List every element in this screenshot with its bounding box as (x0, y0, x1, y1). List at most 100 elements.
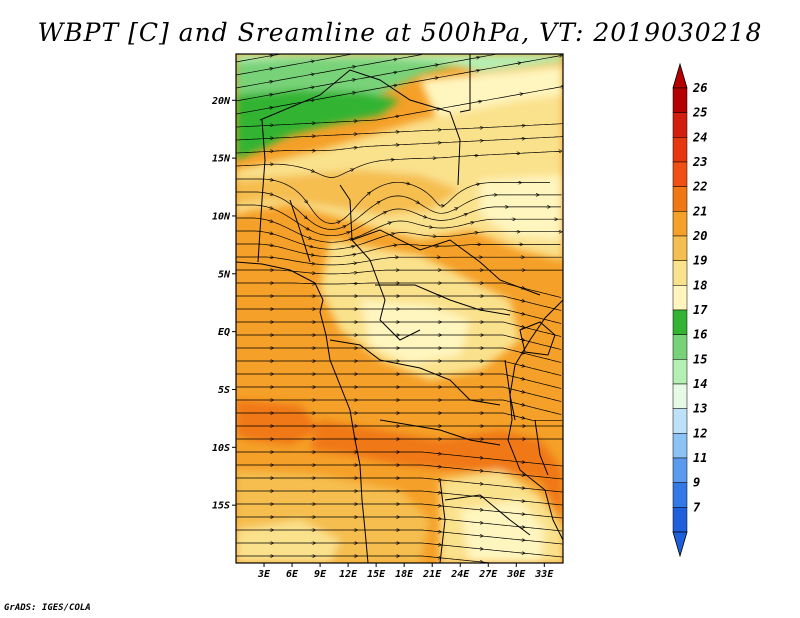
lon-tick-label: 12E (339, 569, 358, 580)
lon-tick-label: 21E (422, 569, 442, 580)
border-south-3 (444, 494, 531, 536)
streamline-arrow (557, 56, 561, 57)
streamline-arrow (475, 70, 478, 71)
colorbar-swatch (672, 87, 688, 113)
streamline-arrow (350, 246, 353, 247)
streamline-arrow (520, 300, 523, 301)
lon-tick-label: 3E (257, 569, 271, 580)
streamline-arrow (382, 212, 386, 213)
field-green-light (236, 54, 563, 72)
lake-malawi (534, 419, 549, 476)
streamline-arrow (386, 223, 390, 224)
colorbar: 26 25 24 23 22 21 20 19 18 17 16 15 14 13 12 11 9 7 (672, 62, 708, 558)
streamline-arrow (349, 170, 353, 171)
border-central-3 (375, 284, 511, 316)
east-africa-coast (507, 299, 563, 541)
streamline-arrow (268, 233, 272, 234)
lat-tick-label: 15N (212, 154, 231, 165)
lake-victoria (519, 321, 556, 356)
colorbar-label: 17 (693, 303, 708, 317)
streamline-arrow (351, 93, 354, 94)
border-south-2 (439, 479, 446, 563)
streamline-arrow (516, 63, 519, 64)
streamline-arrow (366, 193, 369, 195)
streamline (236, 178, 550, 224)
streamline-arrow (308, 246, 312, 247)
border-central-1 (339, 184, 421, 341)
streamline-arrow (390, 234, 393, 235)
field-light-orange-band (236, 170, 460, 215)
colorbar-label: 9 (693, 476, 700, 490)
streamline-arrow (520, 365, 523, 366)
colorbar-bottom-arrow (672, 531, 688, 558)
streamline-arrow (453, 208, 457, 209)
colorbar-swatch (672, 211, 688, 237)
streamline-arrow (477, 101, 480, 102)
streamline-arrow (520, 313, 523, 314)
colorbar-label: 14 (693, 377, 707, 391)
streamline-arrow (268, 69, 271, 70)
field-cream-east (480, 175, 563, 240)
streamline (236, 55, 561, 115)
streamline-arrow (475, 57, 478, 58)
streamline-arrow (268, 108, 271, 109)
streamline-arrow (309, 100, 313, 101)
streamline (236, 204, 561, 237)
colorbar-swatch (672, 457, 688, 483)
colorbar-swatch (672, 137, 688, 163)
border-west-2 (289, 199, 311, 263)
lon-tick-label: 24E (450, 569, 470, 580)
lon-tick-label: 30E (506, 569, 526, 580)
streamline-arrow (268, 194, 272, 195)
colorbar-swatch (672, 285, 688, 311)
streamline-arrow (351, 67, 354, 68)
lat-tick-label: 15S (212, 501, 230, 512)
streamline-arrow (422, 216, 426, 217)
colorbar-swatch (672, 235, 688, 261)
streamline-arrow (433, 78, 437, 79)
lat-tick-label: 20N (211, 96, 231, 107)
colorbar-label: 22 (692, 180, 707, 194)
streamline-arrow (475, 184, 478, 185)
lat-tick-label: EQ (218, 327, 230, 338)
streamline-arrow (518, 94, 522, 95)
colorbar-label: 15 (693, 352, 707, 366)
colorbar-label: 19 (693, 254, 707, 268)
streamline-arrow (351, 254, 355, 255)
streamline-arrow (309, 74, 313, 75)
streamline (236, 86, 563, 128)
streamline-arrow (345, 232, 349, 233)
streamline-arrow (520, 391, 523, 392)
streamline (236, 150, 561, 178)
lon-tick-label: 27E (478, 569, 498, 580)
lat-tick-label: 10S (212, 443, 230, 454)
colorbar-label: 18 (693, 278, 707, 292)
streamline-arrow (392, 85, 395, 86)
colorbar-label: 26 (692, 81, 707, 95)
lon-tick-label: 18E (395, 569, 414, 580)
colorbar-swatch (672, 383, 688, 409)
lat-tick-label: 10N (212, 211, 231, 222)
streamline-arrow (268, 82, 271, 83)
lat-tick-label: 5S (218, 385, 230, 396)
colorbar-swatch (672, 334, 688, 360)
colorbar-swatch (672, 309, 688, 335)
streamline-arrow (392, 72, 395, 73)
streamline-arrow (309, 87, 313, 88)
wbpt-field (236, 54, 563, 563)
colorbar-swatch (672, 359, 688, 385)
grads-credit: GrADS: IGES/COLA (4, 603, 91, 613)
streamline-arrow (394, 116, 398, 117)
lon-tick-label: 33E (534, 569, 554, 580)
streamline-arrow (520, 404, 523, 405)
field-green-dark (236, 90, 400, 160)
colorbar-label: 11 (693, 451, 707, 465)
border-sahara (259, 69, 461, 186)
border-west-1 (257, 119, 266, 263)
streamline-arrow (268, 207, 272, 208)
colorbar-swatch (672, 507, 688, 533)
colorbar-swatch (672, 408, 688, 434)
streamline-arrow (469, 223, 472, 224)
streamline-arrow (268, 95, 271, 96)
